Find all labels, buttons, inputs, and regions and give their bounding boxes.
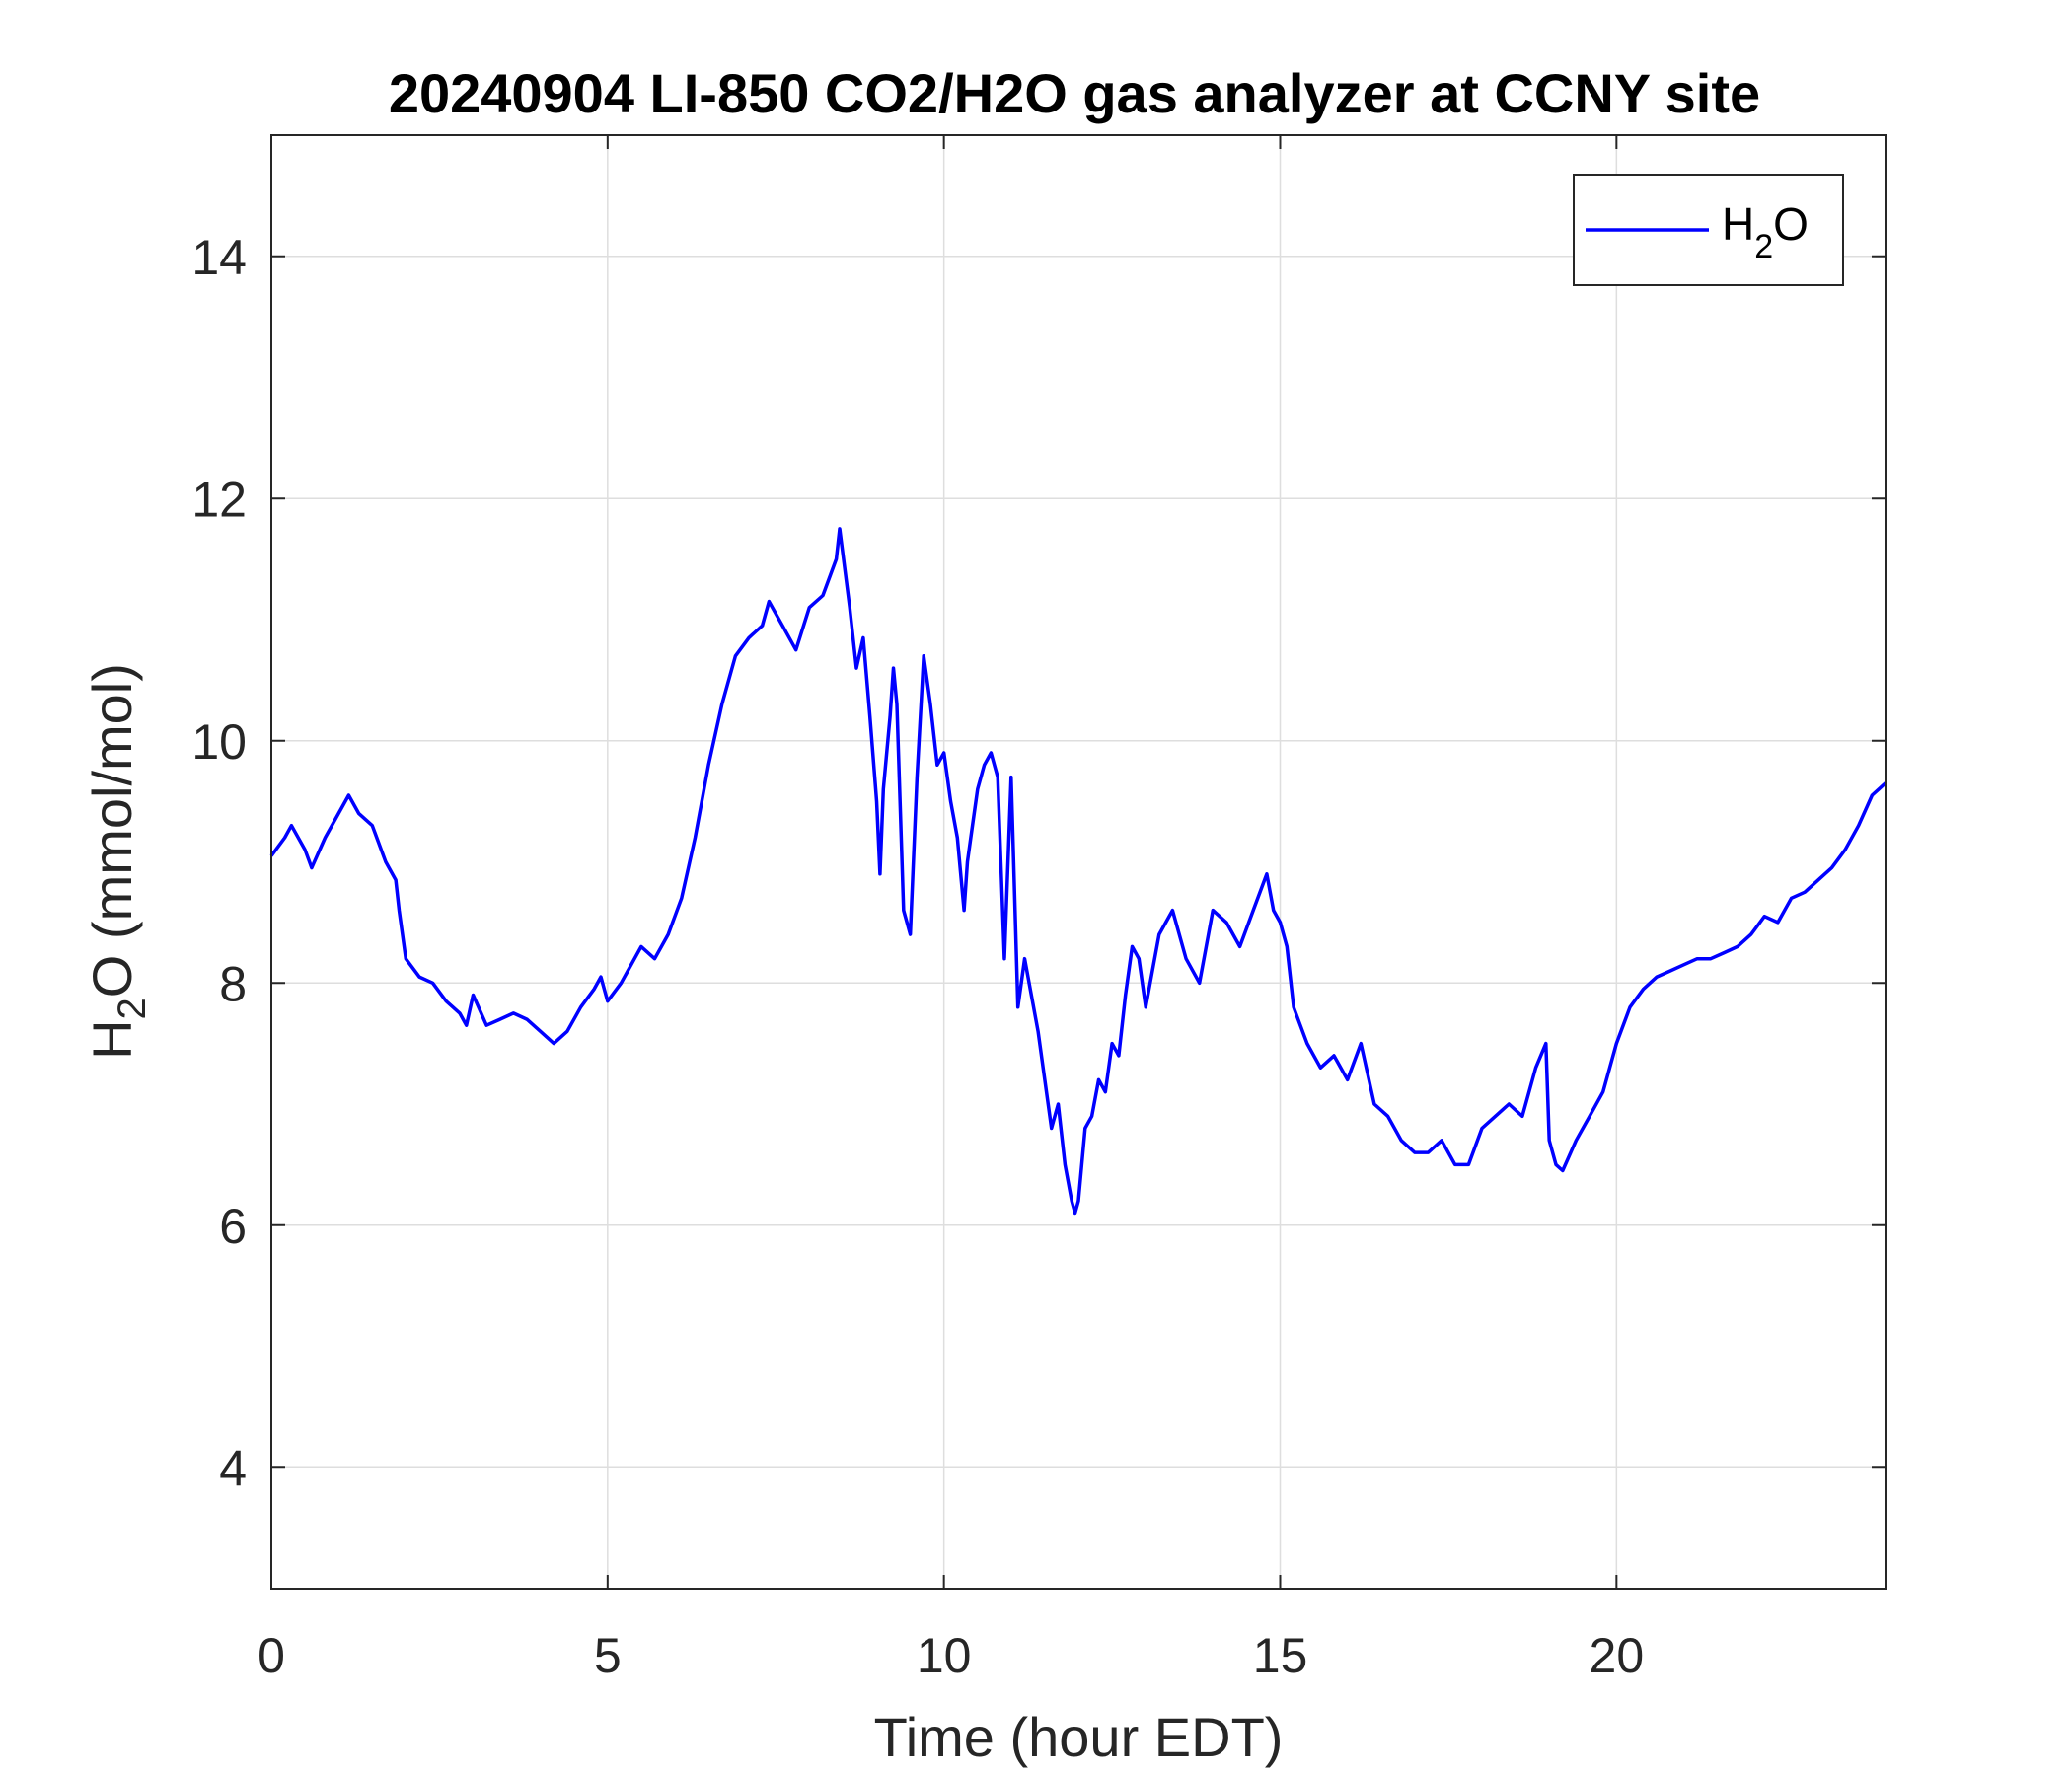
x-tick-label: 20 bbox=[1590, 1628, 1645, 1683]
x-tick-label: 15 bbox=[1253, 1628, 1308, 1683]
y-tick-label: 8 bbox=[219, 956, 247, 1011]
legend-label-sub: 2 bbox=[1754, 228, 1773, 265]
x-tick-label: 5 bbox=[594, 1628, 622, 1683]
y-axis-label-base: H bbox=[81, 1019, 143, 1059]
y-tick-label: 4 bbox=[219, 1441, 247, 1496]
plot-box bbox=[270, 134, 1887, 1590]
y-axis-label-rest: O (mmol/mol) bbox=[81, 663, 143, 998]
y-tick-label: 10 bbox=[191, 714, 247, 770]
x-axis-label: Time (hour EDT) bbox=[874, 1706, 1284, 1768]
series-line-h2o bbox=[269, 527, 1887, 1216]
legend: H2O bbox=[1573, 174, 1844, 286]
y-tick-label: 6 bbox=[219, 1199, 247, 1254]
x-tick-label: 10 bbox=[917, 1628, 972, 1683]
x-tick-label: 0 bbox=[258, 1628, 285, 1683]
y-axis-label: H2O (mmol/mol) bbox=[81, 663, 154, 1060]
y-tick-label: 14 bbox=[191, 230, 247, 285]
legend-label-rest: O bbox=[1773, 198, 1809, 250]
y-axis-label-sub: 2 bbox=[111, 998, 154, 1019]
y-tick-label: 12 bbox=[191, 472, 247, 527]
legend-label-base: H bbox=[1722, 198, 1754, 250]
legend-label: H2O bbox=[1722, 198, 1809, 265]
tick-labels: 0 5 10 15 20 4 6 8 10 12 14 bbox=[191, 230, 1644, 1683]
chart-title: 20240904 LI-850 CO2/H2O gas analyzer at … bbox=[389, 62, 1760, 124]
